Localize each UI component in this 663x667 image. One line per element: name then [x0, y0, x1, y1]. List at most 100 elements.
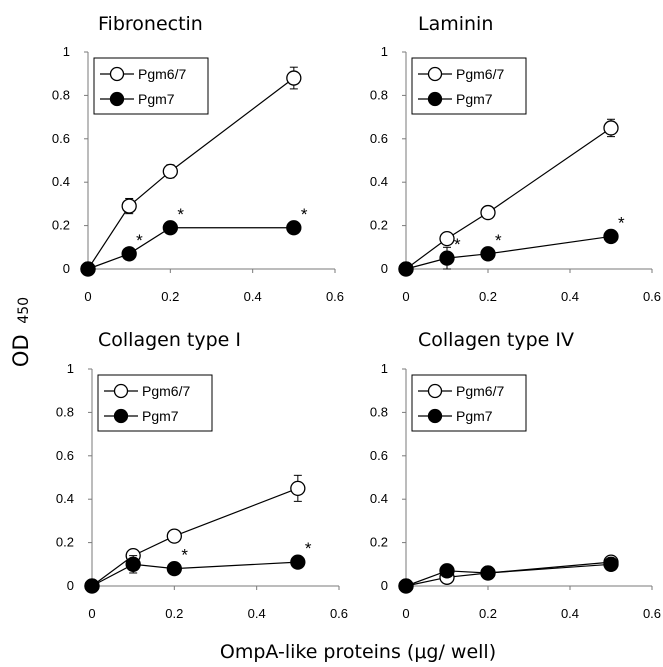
- significance-marker: *: [136, 231, 143, 250]
- y-axis-title: OD 450: [9, 297, 33, 367]
- x-tick-label: 0.2: [479, 289, 497, 304]
- y-tick-label: 0.2: [56, 535, 74, 550]
- significance-marker: *: [305, 539, 312, 558]
- data-point: [439, 563, 455, 579]
- series-line: [91, 561, 298, 587]
- significance-marker: *: [177, 205, 184, 224]
- x-tick-label: 0.6: [326, 289, 344, 304]
- y-tick-label: 0.4: [56, 491, 74, 506]
- chart-panel-3: Collagen type I 0 0.2 0.4 0.6 0.8 1 0 0.2 0.4 0.6 *…: [56, 329, 348, 621]
- data-point: [398, 578, 414, 594]
- legend-label: Pgm7: [456, 408, 493, 424]
- data-point: [162, 163, 178, 180]
- data-point: [398, 261, 414, 277]
- data-point: [439, 230, 455, 247]
- legend-label: Pgm6/7: [456, 66, 504, 82]
- x-tick-label: 0: [88, 606, 95, 621]
- series-pgm6-7: [84, 474, 306, 594]
- significance-marker: *: [495, 231, 502, 250]
- chart-panel-2: Laminin 0 0.2 0.4 0.6 0.8 1 0 0.2 0.4 0.6 * * * Pgm6/7…: [370, 13, 661, 304]
- series-pgm7: [398, 556, 619, 594]
- data-point: [121, 246, 137, 262]
- legend-marker: [113, 408, 129, 424]
- x-tick-label: 0: [84, 289, 91, 304]
- x-tick-label: 0: [402, 289, 409, 304]
- legend-marker: [109, 91, 125, 107]
- data-point: [290, 554, 306, 570]
- legend: Pgm6/7 Pgm7: [93, 57, 209, 115]
- y-tick-label: 0.2: [52, 218, 70, 233]
- data-point: [162, 220, 178, 236]
- series-line: [91, 487, 299, 587]
- chart-panel-1: Fibronectin 0 0.2 0.4 0.6 0.8 1 0 0.2 0.4 0.6 * * * Pg…: [52, 13, 344, 304]
- significance-marker: *: [618, 213, 625, 232]
- legend-label: Pgm7: [142, 408, 179, 424]
- y-tick-label: 0.8: [52, 87, 70, 102]
- y-tick-label: 0.4: [370, 174, 388, 189]
- series-pgm7: * *: [84, 539, 312, 594]
- series-pgm7: * * *: [80, 205, 308, 277]
- y-tick-label: 0.6: [370, 448, 388, 463]
- series-line: [405, 561, 612, 587]
- legend-marker: [427, 91, 443, 107]
- y-tick-label: 0.8: [370, 404, 388, 419]
- y-tick-label: 1: [381, 361, 388, 376]
- y-tick-label: 1: [63, 44, 70, 59]
- y-tick-label: 0.6: [56, 448, 74, 463]
- x-tick-label: 0.2: [479, 606, 497, 621]
- x-tick-label: 0.2: [165, 606, 183, 621]
- legend-marker: [427, 383, 443, 399]
- legend-marker: [427, 66, 443, 82]
- series-pgm6-7: [398, 118, 619, 277]
- y-tick-label: 0: [63, 261, 70, 276]
- data-point: [603, 120, 619, 136]
- x-tick-label: 0: [402, 606, 409, 621]
- data-point: [125, 556, 141, 572]
- x-axis-title: OmpA-like proteins (μg/ well): [220, 641, 496, 663]
- series-line: [405, 235, 612, 270]
- y-tick-label: 0: [67, 578, 74, 593]
- legend-label: Pgm7: [456, 91, 493, 107]
- data-point: [480, 204, 496, 221]
- x-tick-label: 0.4: [561, 606, 579, 621]
- data-point: [603, 556, 619, 572]
- y-tick-label: 0: [381, 578, 388, 593]
- data-point: [480, 246, 496, 262]
- legend-marker: [109, 66, 125, 82]
- y-tick-label: 0: [381, 261, 388, 276]
- series-line: [405, 563, 612, 587]
- significance-marker: *: [181, 546, 188, 565]
- chart-panel-4: Collagen type IV 0 0.2 0.4 0.6 0.8 1 0 0.2 0.4 0.6…: [370, 329, 661, 621]
- data-point: [84, 578, 100, 594]
- panel-title: Fibronectin: [98, 13, 203, 35]
- legend: Pgm6/7 Pgm7: [411, 57, 527, 115]
- x-tick-label: 0.4: [561, 289, 579, 304]
- y-tick-label: 0.4: [52, 174, 70, 189]
- data-point: [80, 261, 96, 277]
- legend: Pgm6/7 Pgm7: [411, 374, 527, 432]
- series-line: [87, 227, 294, 270]
- data-point: [290, 480, 306, 497]
- data-point: [439, 250, 455, 266]
- panel-title: Collagen type I: [98, 329, 241, 351]
- legend-label: Pgm7: [138, 91, 175, 107]
- series-pgm6-7: [398, 554, 619, 594]
- data-point: [166, 528, 182, 544]
- legend-marker: [113, 383, 129, 399]
- x-tick-label: 0.6: [643, 289, 661, 304]
- y-tick-label: 0.4: [370, 491, 388, 506]
- x-tick-label: 0.4: [248, 606, 266, 621]
- data-point: [121, 198, 137, 214]
- legend-marker: [427, 408, 443, 424]
- x-tick-label: 0.4: [244, 289, 262, 304]
- panel-title: Laminin: [418, 13, 493, 35]
- y-tick-label: 0.8: [56, 404, 74, 419]
- y-tick-label: 0.2: [370, 218, 388, 233]
- x-tick-label: 0.6: [643, 606, 661, 621]
- y-axis-title-main: OD: [9, 334, 33, 367]
- y-tick-label: 0.6: [370, 131, 388, 146]
- y-tick-label: 1: [67, 361, 74, 376]
- series-line: [405, 127, 612, 270]
